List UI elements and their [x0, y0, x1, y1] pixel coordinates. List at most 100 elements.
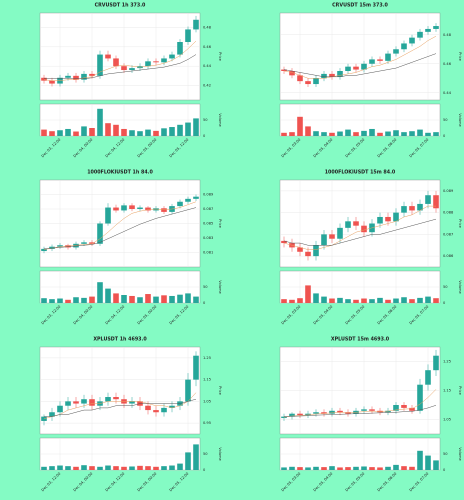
candle-body [153, 61, 159, 63]
candle-body [385, 216, 391, 222]
volume-bar [289, 466, 295, 470]
volume-bar [153, 296, 159, 303]
volume-bar [129, 466, 135, 470]
candle-body [425, 28, 431, 32]
candle-body [329, 234, 335, 239]
candle-body [113, 207, 119, 211]
y-tick-label: 1.25 [203, 356, 211, 360]
price-axis-label: Price [218, 386, 222, 396]
candle-body [153, 208, 159, 211]
volume-bar [409, 466, 415, 470]
volume-tick-label: 0 [203, 301, 206, 305]
volume-bar [193, 296, 199, 303]
volume-bar [169, 465, 175, 470]
volume-bar [41, 466, 47, 470]
volume-bar [145, 294, 151, 303]
volume-bar [185, 293, 191, 303]
volume-bar [153, 130, 159, 136]
volume-bar [129, 130, 135, 136]
volume-bar [193, 444, 199, 470]
candle-body [425, 195, 431, 204]
candle-body [377, 216, 383, 224]
volume-tick-label: 50 [443, 118, 448, 122]
candle-body [281, 240, 287, 244]
volume-bar [385, 131, 391, 136]
volume-bar [73, 297, 79, 303]
y-tick-label: 0.089 [203, 193, 214, 197]
volume-bar [329, 466, 335, 470]
candle-body [169, 405, 175, 408]
price-axis-label: Price [458, 52, 462, 62]
y-tick-label: 0.48 [443, 33, 452, 37]
volume-bar [289, 299, 295, 303]
volume-bar [345, 129, 351, 136]
volume-bar [313, 293, 319, 303]
volume-bar [321, 467, 327, 470]
volume-bar [113, 466, 119, 470]
y-tick-label: 1.05 [443, 418, 451, 422]
volume-bar [393, 464, 399, 470]
candle-body [425, 370, 431, 385]
volume-bar [305, 126, 311, 136]
volume-tick-label: 50 [203, 118, 208, 122]
candle-body [433, 26, 439, 29]
chart-title: 1000FLOKIUSDT 1h 84.0 [87, 170, 153, 176]
volume-bar [105, 123, 111, 136]
volume-bar [113, 124, 119, 136]
price-plot [279, 179, 441, 268]
y-tick-label: 1.15 [203, 378, 211, 382]
candle-body [145, 405, 151, 411]
volume-axis-label: Volume [458, 447, 462, 461]
candle-body [41, 416, 47, 421]
price-plot [39, 12, 201, 101]
volume-bar [49, 466, 55, 470]
candle-body [161, 208, 167, 212]
volume-bar [369, 467, 375, 470]
volume-bar [193, 118, 199, 136]
volume-bar [425, 132, 431, 136]
volume-bar [433, 298, 439, 303]
moving-average [283, 389, 437, 418]
moving-average [283, 35, 437, 79]
candle-body [433, 355, 439, 371]
candle-body [345, 412, 351, 414]
candle-body [105, 207, 111, 224]
y-tick-label: 0.087 [443, 232, 453, 236]
y-tick-label: 0.083 [203, 236, 213, 240]
volume-axis-label: Volume [458, 280, 462, 294]
volume-bar [289, 132, 295, 136]
y-tick-label: 0.44 [203, 64, 212, 68]
volume-bar [41, 298, 47, 303]
candle-body [393, 405, 399, 411]
volume-bar [137, 465, 143, 470]
candle-body [345, 221, 351, 228]
candle-body [169, 54, 175, 59]
volume-bar [89, 466, 95, 470]
volume-bar [337, 467, 343, 470]
volume-bar [169, 295, 175, 303]
volume-bar [353, 466, 359, 470]
volume-tick-label: 0 [203, 468, 206, 472]
volume-bar [145, 466, 151, 470]
volume-bar [401, 297, 407, 303]
candle-body [73, 243, 79, 248]
volume-bar [393, 130, 399, 136]
candle-body [385, 53, 391, 61]
volume-bar [105, 465, 111, 470]
volume-tick-label: 0 [443, 301, 446, 305]
candle-body [65, 245, 71, 248]
candle-body [329, 73, 335, 77]
price-axis-label: Price [218, 52, 222, 62]
volume-tick-label: 0 [203, 134, 206, 138]
price-axis-label: Price [458, 386, 462, 396]
candle-body [289, 413, 295, 417]
volume-bar [105, 288, 111, 303]
candle-body [417, 203, 423, 211]
volume-bar [185, 122, 191, 136]
moving-average [283, 53, 437, 78]
volume-bar [137, 131, 143, 136]
volume-bar [401, 466, 407, 470]
volume-bar [177, 294, 183, 303]
volume-bar [57, 130, 63, 136]
